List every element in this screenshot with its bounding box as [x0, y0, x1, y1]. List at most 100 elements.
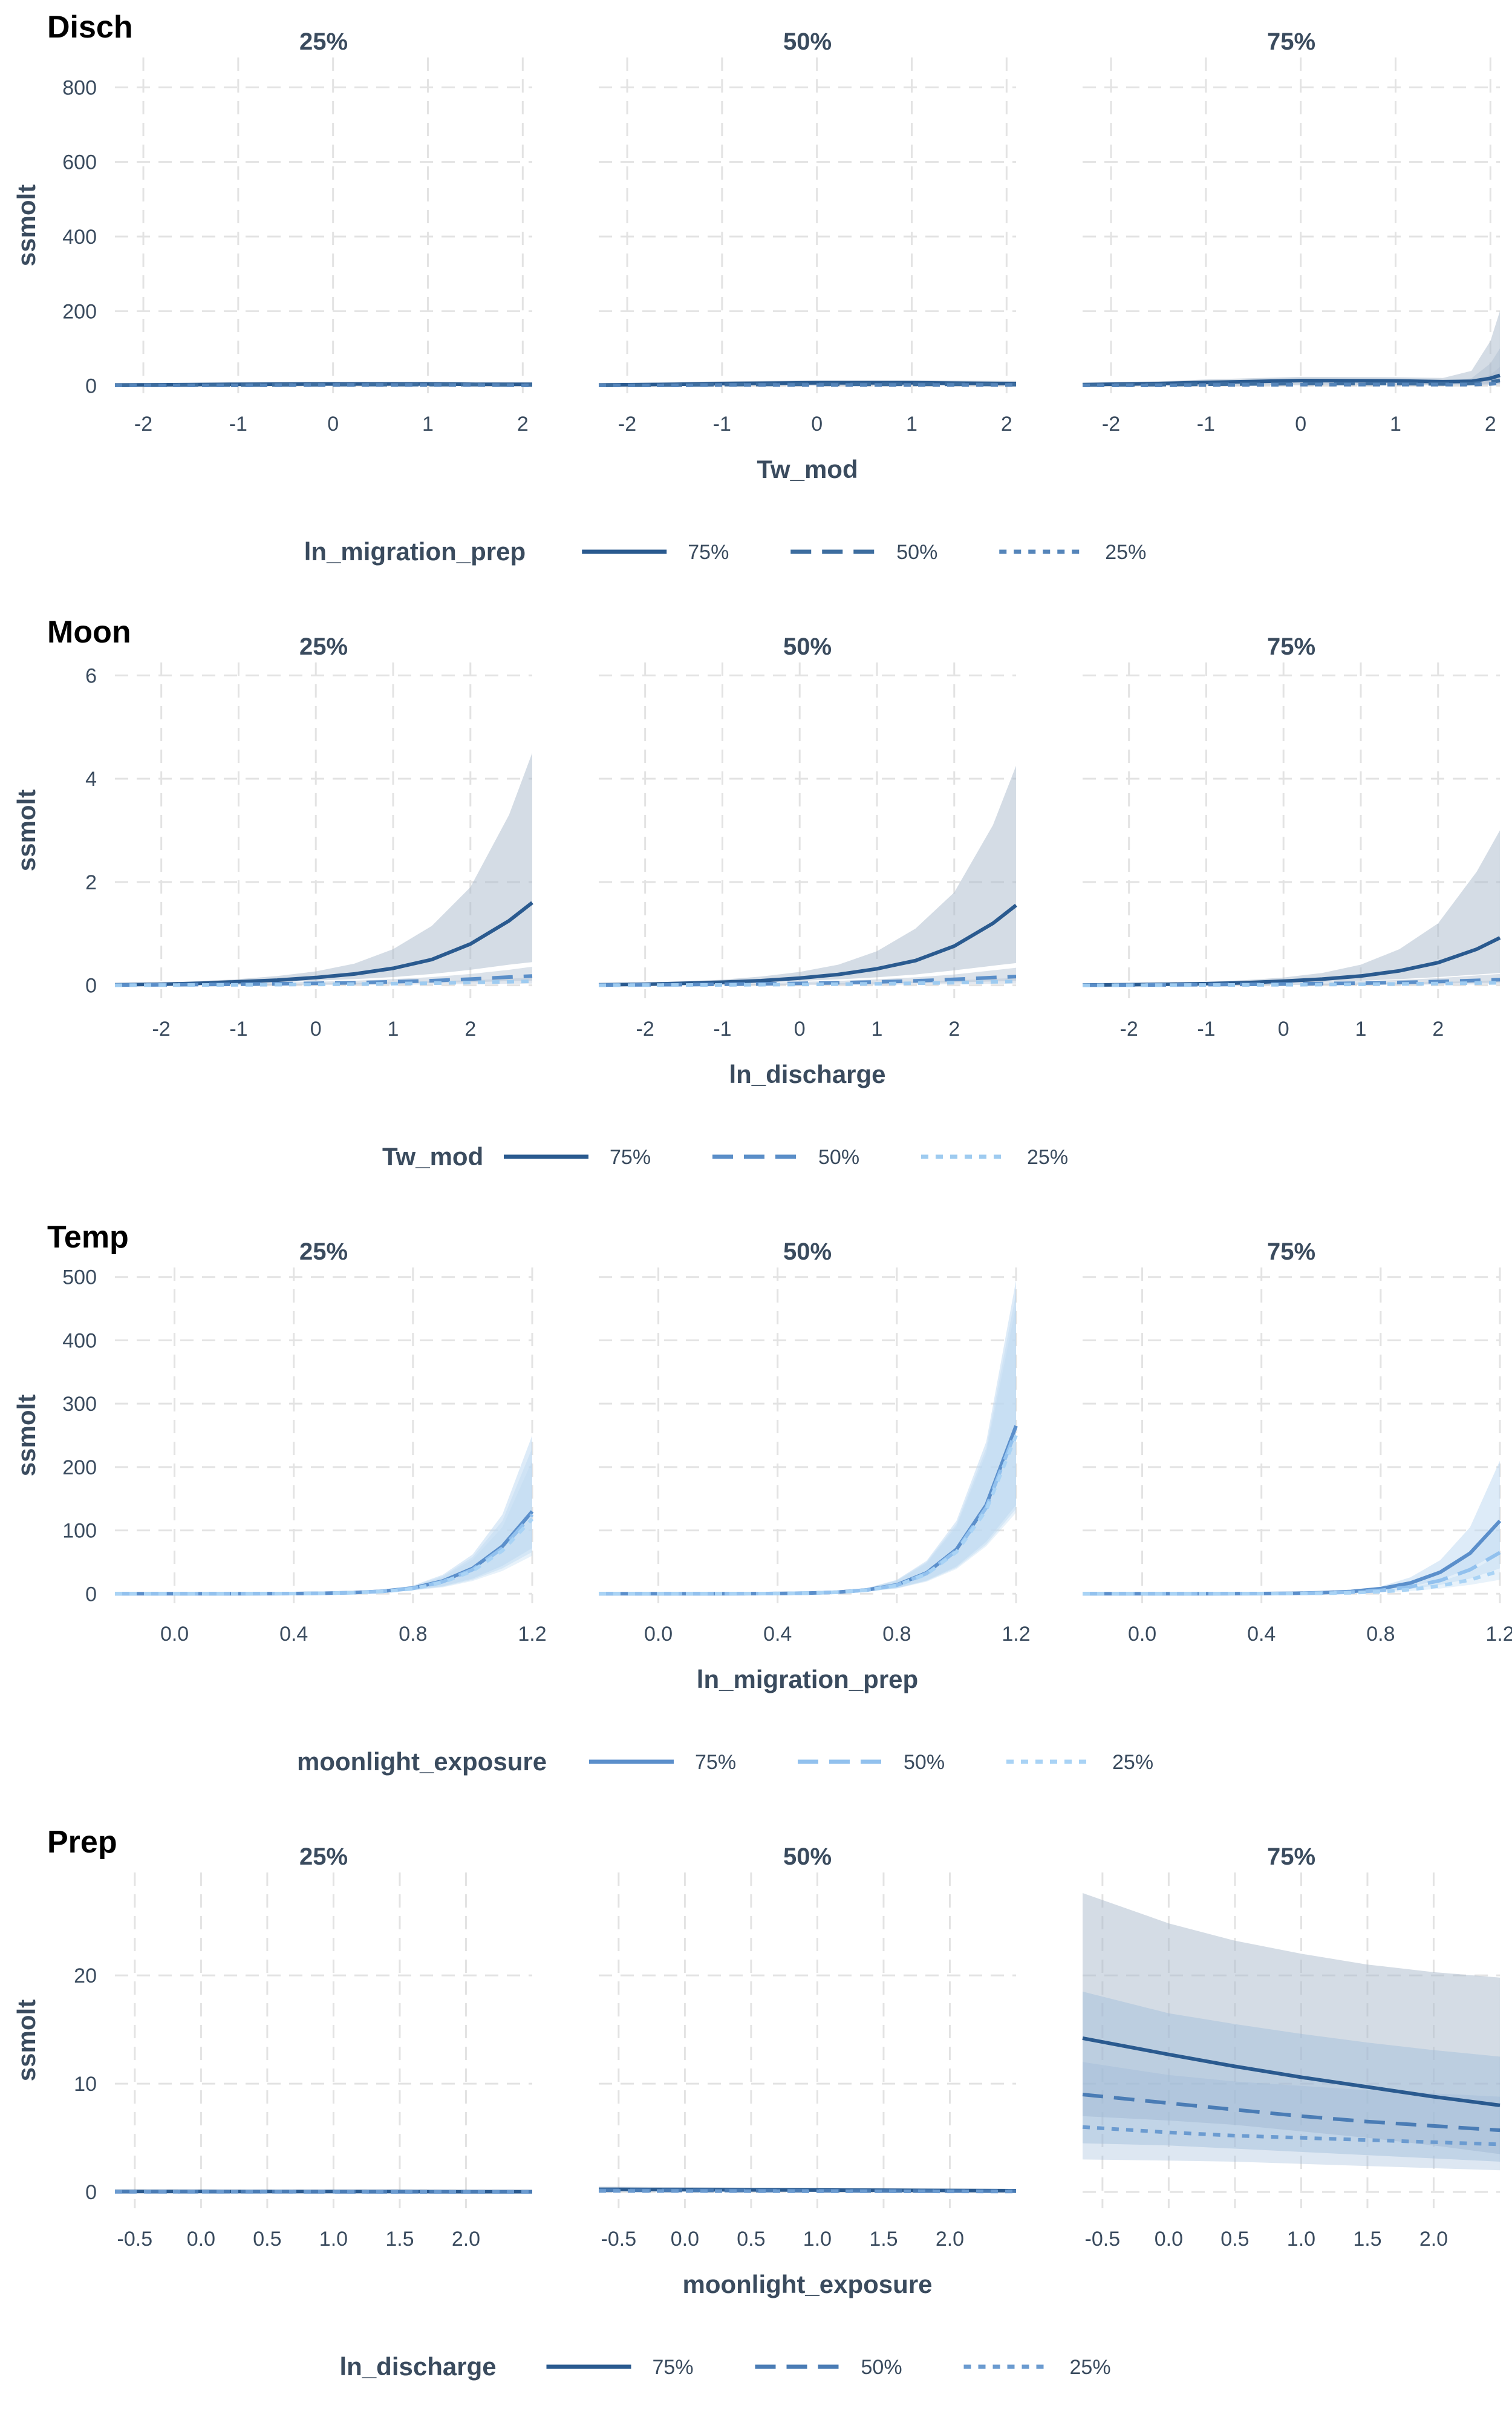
x-tick-label: 0.0 — [160, 1623, 189, 1646]
x-tick-label: -0.5 — [1085, 2228, 1121, 2251]
x-tick-label: 1 — [388, 1018, 399, 1041]
legend: ln_discharge 75% 50% 25% — [340, 2352, 1111, 2381]
x-tick-label: -2 — [1120, 1018, 1138, 1041]
x-tick-label: 0 — [1295, 413, 1306, 436]
facet-title: 75% — [1267, 1843, 1315, 1870]
facet-panel: 50% -2 -1 0 1 2 — [598, 633, 1017, 1041]
x-tick-label: 0.4 — [1247, 1623, 1276, 1646]
x-tick-label: 0.0 — [1128, 1623, 1156, 1646]
confidence-band-25pct — [1083, 2062, 1500, 2171]
facet-title: 50% — [783, 1238, 832, 1265]
x-tick-label: 0 — [794, 1018, 806, 1041]
x-tick-label: 1.2 — [1485, 1623, 1512, 1646]
y-tick-label: 4 — [85, 768, 97, 791]
x-tick-label: 1 — [906, 413, 917, 436]
x-tick-label: 1.5 — [385, 2228, 414, 2251]
x-tick-label: 1.5 — [869, 2228, 898, 2251]
legend: moonlight_exposure 75% 50% 25% — [297, 1747, 1153, 1776]
series-line-25pct — [1082, 981, 1501, 987]
facet-title: 25% — [299, 633, 348, 660]
y-axis-title: ssmolt — [12, 1395, 41, 1476]
series-line-25pct — [1083, 381, 1501, 387]
y-tick-label: 0 — [85, 375, 97, 398]
row-title: Disch — [47, 10, 133, 45]
x-axis-title: Tw_mod — [757, 455, 858, 483]
y-tick-label: 500 — [62, 1266, 97, 1289]
y-tick-label: 0 — [85, 1583, 97, 1606]
confidence-band-25pct — [1083, 980, 1500, 986]
x-tick-label: 0 — [327, 413, 339, 436]
x-tick-label: -2 — [618, 413, 636, 436]
x-tick-label: -1 — [229, 413, 247, 436]
x-tick-label: -0.5 — [117, 2228, 153, 2251]
x-tick-label: -1 — [1197, 1018, 1215, 1041]
x-tick-label: 1.2 — [1002, 1623, 1030, 1646]
x-tick-label: 0.4 — [279, 1623, 308, 1646]
facet-title: 75% — [1267, 633, 1315, 660]
y-tick-label: 10 — [74, 2073, 97, 2096]
legend-title: ln_discharge — [340, 2352, 497, 2381]
y-tick-label: 600 — [62, 151, 97, 174]
x-tick-label: 0.4 — [763, 1623, 792, 1646]
series-line-25pct — [1082, 2125, 1501, 2147]
confidence-band-25pct — [1083, 367, 1500, 386]
x-tick-label: 1.0 — [803, 2228, 832, 2251]
x-tick-label: 0.0 — [1155, 2228, 1183, 2251]
x-tick-label: 1 — [422, 413, 434, 436]
legend-label: 25% — [1027, 1146, 1068, 1169]
series-line-25pct — [115, 1517, 534, 1596]
facet-title: 25% — [299, 28, 348, 55]
x-tick-label: 0.0 — [644, 1623, 673, 1646]
facet-panel: 25% -2 -1 0 1 2 0 200 400 600 800 — [62, 28, 533, 436]
confidence-band-25pct — [115, 977, 532, 986]
legend-label: 50% — [896, 541, 937, 564]
x-tick-label: 2 — [1432, 1018, 1444, 1041]
x-tick-label: -1 — [1197, 413, 1215, 436]
legend-label: 25% — [1112, 1751, 1153, 1774]
legend-label: 75% — [653, 2356, 694, 2379]
legend-label: 75% — [695, 1751, 736, 1774]
y-tick-label: 2 — [85, 871, 97, 894]
legend-label: 50% — [904, 1751, 945, 1774]
x-tick-label: -2 — [134, 413, 152, 436]
series-line-50pct — [1082, 2093, 1501, 2133]
x-tick-label: -2 — [152, 1018, 171, 1041]
x-tick-label: -1 — [713, 413, 731, 436]
facet-panel: 75% -2 -1 0 1 2 — [1082, 633, 1501, 1041]
confidence-band-50pct — [115, 966, 532, 986]
legend-label: 50% — [861, 2356, 902, 2379]
y-tick-label: 300 — [62, 1393, 97, 1416]
y-tick-label: 0 — [85, 2181, 97, 2204]
series-line-25pct — [599, 1434, 1018, 1596]
row-title: Moon — [47, 615, 131, 650]
y-tick-label: 800 — [62, 76, 97, 99]
confidence-band-75pct — [1083, 311, 1500, 386]
y-tick-label: 100 — [62, 1520, 97, 1543]
x-tick-label: 0.0 — [671, 2228, 699, 2251]
series-line-50pct — [115, 1513, 534, 1596]
facet-row-temp: Temp ssmolt 25% 0.0 0.4 0.8 1.2 0 100 200 300 400 50… — [12, 1220, 1512, 1776]
x-tick-label: 2 — [517, 413, 529, 436]
y-tick-label: 400 — [62, 226, 97, 249]
legend-label: 50% — [818, 1146, 859, 1169]
facet-panel: 50% -2 -1 0 1 2 — [598, 28, 1017, 436]
facet-panel: 50% 0.0 0.4 0.8 1.2 — [599, 1238, 1031, 1646]
x-tick-label: 2 — [1485, 413, 1496, 436]
facet-title: 50% — [783, 1843, 832, 1870]
x-tick-label: 0.5 — [253, 2228, 281, 2251]
confidence-band-50pct — [599, 967, 1016, 986]
facet-row-moon: Moon ssmolt 25% -2 -1 0 1 2 0 2 4 6 50% -2 -1 0 1 2 75% -2 -… — [12, 615, 1501, 1171]
x-tick-label: 2.0 — [452, 2228, 480, 2251]
x-tick-label: -1 — [229, 1018, 247, 1041]
confidence-band-75pct — [1083, 830, 1500, 986]
x-tick-label: 0 — [811, 413, 823, 436]
confidence-band-25pct — [115, 1460, 532, 1594]
row-title: Prep — [47, 1825, 117, 1860]
x-tick-label: 0.5 — [737, 2228, 765, 2251]
y-tick-label: 400 — [62, 1329, 97, 1352]
series-line-25pct — [598, 979, 1017, 987]
x-tick-label: 0.5 — [1220, 2228, 1249, 2251]
confidence-band-50pct — [1083, 973, 1500, 986]
y-axis-title: ssmolt — [12, 790, 41, 871]
